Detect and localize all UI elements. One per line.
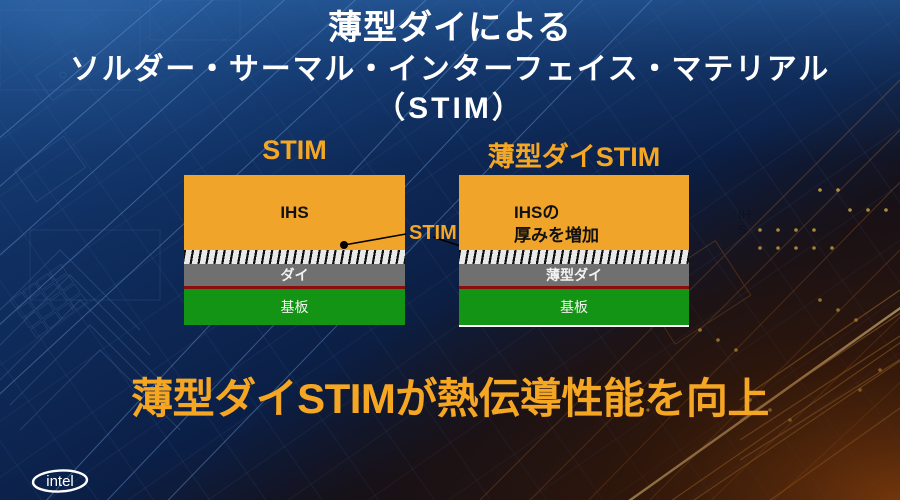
svg-text:intel: intel — [46, 473, 74, 490]
